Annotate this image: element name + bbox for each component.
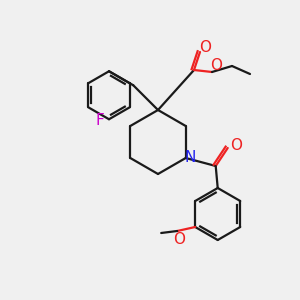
Text: O: O bbox=[230, 139, 242, 154]
Text: F: F bbox=[96, 113, 104, 128]
Text: O: O bbox=[210, 58, 222, 73]
Text: O: O bbox=[173, 232, 185, 247]
Text: O: O bbox=[199, 40, 211, 56]
Text: N: N bbox=[184, 151, 195, 166]
